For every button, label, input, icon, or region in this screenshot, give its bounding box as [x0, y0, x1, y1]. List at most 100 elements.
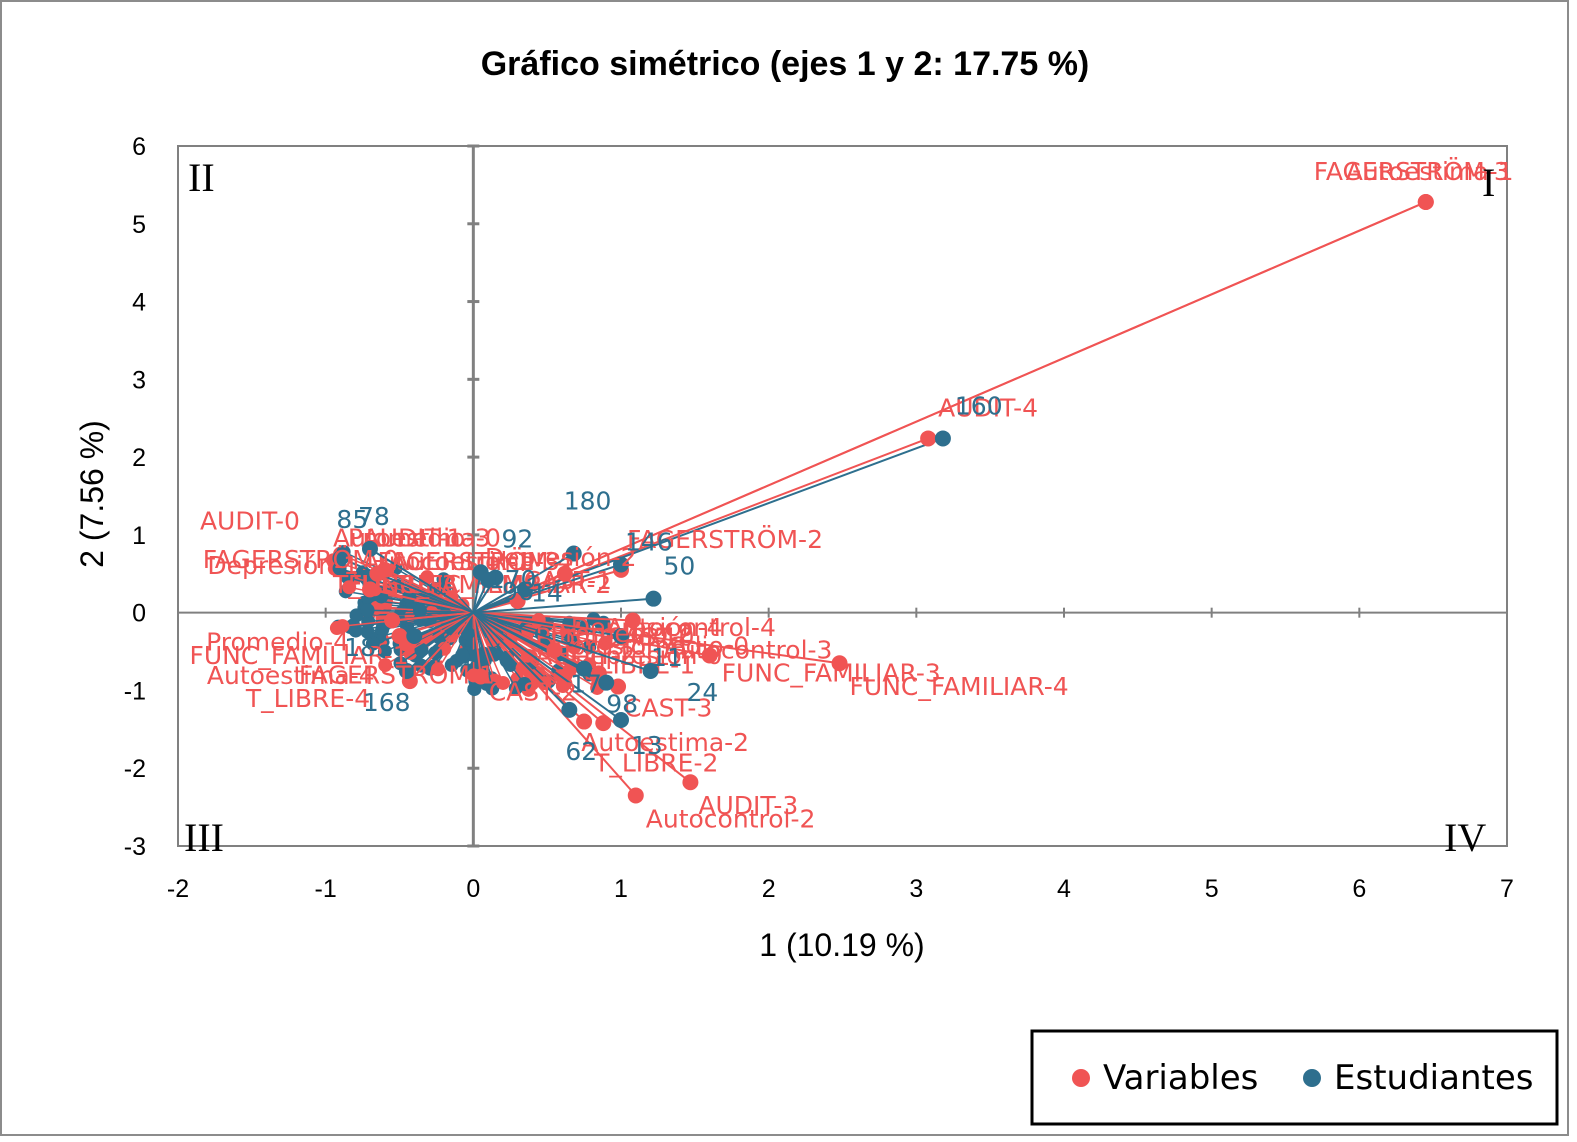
x-axis-label: 1 (10.19 %)	[759, 927, 924, 963]
point-estudiantes	[613, 556, 629, 573]
point-label-estudiantes: 168	[363, 688, 411, 717]
point-estudiantes	[613, 628, 629, 644]
quadrant-III-label: III	[184, 815, 224, 860]
point-label-estudiantes: 146	[625, 527, 673, 556]
axes-layer	[177, 144, 1508, 848]
point-estudiantes	[613, 712, 629, 728]
legend-variables-marker	[1072, 1069, 1090, 1087]
point-label-variables: FUNC_FAMILIAR-4	[850, 672, 1069, 701]
x-tick-label: 5	[1205, 875, 1219, 903]
point-label-variables: FAGERSTRÖM-0	[203, 545, 399, 574]
point-estudiantes	[934, 430, 951, 447]
cloud-point	[597, 636, 612, 651]
cloud-vector	[367, 609, 474, 614]
point-label-estudiantes: 11	[651, 643, 683, 672]
point-label-estudiantes: 170	[489, 565, 537, 594]
point-estudiantes	[517, 581, 534, 598]
vector-variables	[369, 588, 474, 614]
y-tick-label: 0	[132, 600, 146, 628]
x-tick-label: 2	[762, 875, 776, 903]
point-variables	[701, 647, 718, 664]
point-variables	[595, 715, 612, 732]
point-label-estudiantes: 183	[344, 633, 392, 662]
point-label-estudiantes: 13	[631, 731, 663, 760]
y-tick-label: 5	[132, 211, 146, 239]
cloud-point	[496, 675, 511, 690]
point-variables	[384, 612, 401, 629]
vector-estudiantes	[472, 611, 585, 670]
vector-estudiantes	[473, 563, 622, 614]
point-label-estudiantes: 50	[663, 552, 695, 581]
vector-variables	[409, 611, 475, 682]
point-label-estudiantes: 62	[565, 737, 597, 766]
legend-variables-label: Variables	[1103, 1058, 1258, 1098]
cloud-vector	[437, 612, 474, 670]
point-estudiantes	[565, 545, 582, 562]
point-estudiantes	[398, 663, 415, 679]
cloud-point	[562, 663, 577, 678]
y-tick-label: -3	[124, 833, 146, 861]
x-tick-label: -2	[167, 875, 189, 903]
point-estudiantes	[642, 663, 659, 679]
legend-estudiantes-label: Estudiantes	[1334, 1058, 1533, 1098]
point-estudiantes	[645, 590, 662, 607]
legend-box	[1030, 1029, 1559, 1126]
x-tick-label: 7	[1500, 875, 1514, 903]
point-variables	[624, 612, 641, 629]
cloud-point	[360, 603, 375, 618]
point-label-estudiantes: 14	[531, 578, 563, 607]
y-tick-label: 6	[132, 133, 146, 161]
point-variables	[556, 565, 573, 582]
point-label-variables: Autocontrol-3	[663, 635, 833, 664]
legend-estudiantes-marker	[1303, 1069, 1321, 1087]
vector-variables	[392, 611, 474, 622]
x-tick-label: 6	[1352, 875, 1366, 903]
vector-variables	[472, 612, 482, 677]
point-label-estudiantes: 180	[564, 487, 612, 516]
point-label-estudiantes: 78	[358, 502, 390, 531]
y-axis-label: 2 (7.56 %)	[74, 420, 110, 568]
cloud-point	[485, 681, 500, 696]
point-label-variables: Autoestima-4	[207, 661, 375, 690]
point-label-variables: Promedio-2	[551, 619, 694, 648]
vector-variables	[473, 611, 633, 622]
quadrant-I-label: I	[1482, 160, 1495, 205]
point-label-variables: Depresión-1	[207, 551, 359, 580]
point-estudiantes	[561, 701, 578, 718]
point-label-variables: AUDIT-3	[698, 791, 798, 820]
cloud-label: Autoestima-0	[333, 524, 501, 553]
point-variables	[509, 593, 526, 609]
x-tick-label: 1	[614, 875, 628, 903]
point-label-variables: Autocontrol-2	[646, 804, 816, 833]
cloud-point	[377, 644, 392, 659]
cloud-point	[430, 662, 445, 677]
y-tick-label: -1	[124, 677, 146, 705]
point-estudiantes	[406, 628, 423, 644]
vector-estudiantes	[472, 611, 571, 711]
vector-estudiantes	[369, 548, 474, 614]
cloud-point	[444, 658, 459, 673]
vector-estudiantes	[413, 611, 474, 637]
vector-lines	[340, 201, 1427, 797]
point-variables	[1417, 194, 1434, 210]
cloud-point	[375, 622, 390, 637]
cloud-vector	[472, 612, 494, 689]
point-variables	[576, 713, 593, 730]
point-variables	[369, 565, 386, 582]
point-label-variables: FAGERSTRÖM-1	[299, 660, 495, 689]
vector-variables	[472, 611, 604, 724]
point-label-variables: CAST-3	[624, 694, 712, 723]
vector-variables	[473, 611, 840, 665]
cloud-point	[436, 572, 451, 587]
cloud-label: AUDIT-1	[363, 524, 463, 553]
point-label-variables: T_LIBRE-4	[245, 684, 370, 713]
vector-estudiantes	[473, 597, 654, 614]
point-estudiantes	[361, 540, 378, 557]
x-tick-label: 4	[1057, 875, 1071, 903]
point-estudiantes	[576, 660, 593, 677]
point-label-variables: AUDIT-0	[200, 506, 300, 535]
cloud-point	[460, 626, 475, 641]
point-label-variables: Depresión-2	[485, 543, 637, 572]
